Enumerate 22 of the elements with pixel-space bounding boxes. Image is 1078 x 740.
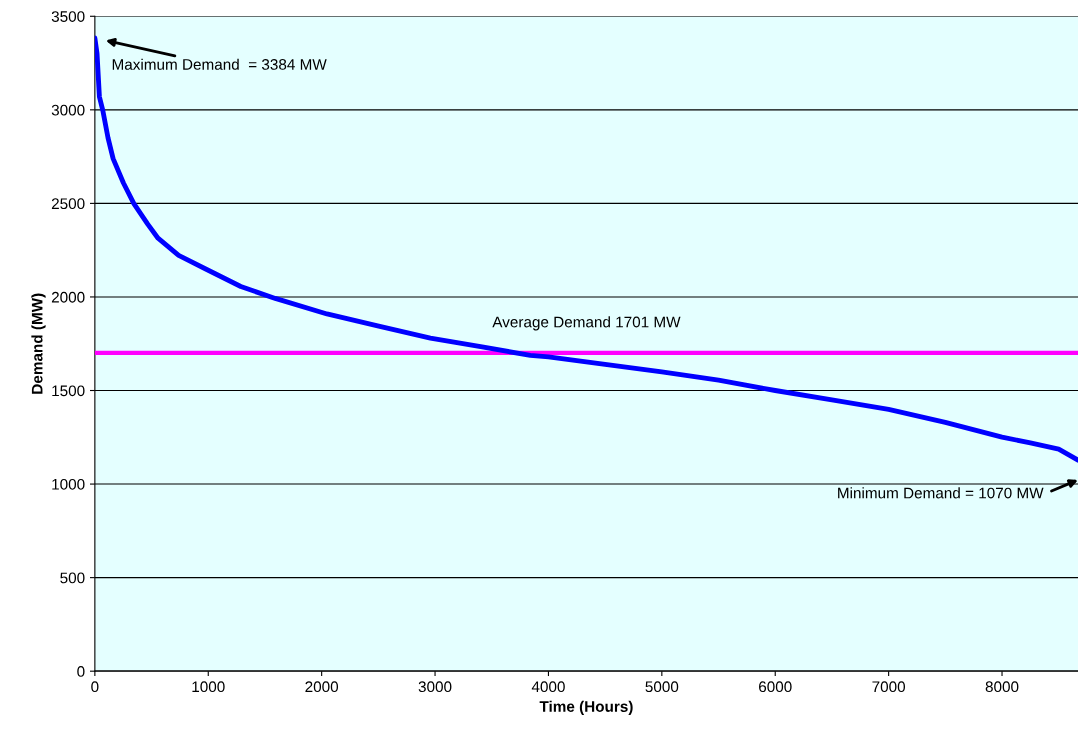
- y-tick-label: 3500: [51, 11, 85, 22]
- x-tick-label: 6000: [759, 681, 792, 693]
- x-tick-label: 8000: [985, 681, 1019, 693]
- annotation: Maximum Demand = 3384 MW: [112, 58, 327, 70]
- x-tick-label: 0: [91, 681, 99, 693]
- x-tick-label: 5000: [645, 681, 679, 693]
- y-tick-label: 1000: [52, 478, 85, 490]
- x-tick-label: 3000: [418, 681, 452, 693]
- y-tick-label: 0: [77, 666, 85, 677]
- y-axis-title: Demand (MW): [31, 293, 46, 394]
- y-tick-label: 2000: [51, 291, 85, 303]
- x-tick-label: 7000: [872, 681, 906, 693]
- x-tick-label: 2000: [305, 681, 339, 693]
- x-axis-title: Time (Hours): [539, 700, 633, 715]
- y-tick-label: 3000: [51, 104, 85, 116]
- ref-line-label: Average Demand 1701 MW: [492, 316, 681, 331]
- y-tick-label: 1500: [52, 385, 85, 397]
- y-tick-label: 500: [60, 572, 85, 584]
- x-tick-label: 1000: [192, 681, 225, 693]
- y-tick-label: 2500: [51, 198, 85, 210]
- annotation: Minimum Demand = 1070 MW: [838, 487, 1044, 499]
- x-tick-label: 4000: [531, 681, 565, 693]
